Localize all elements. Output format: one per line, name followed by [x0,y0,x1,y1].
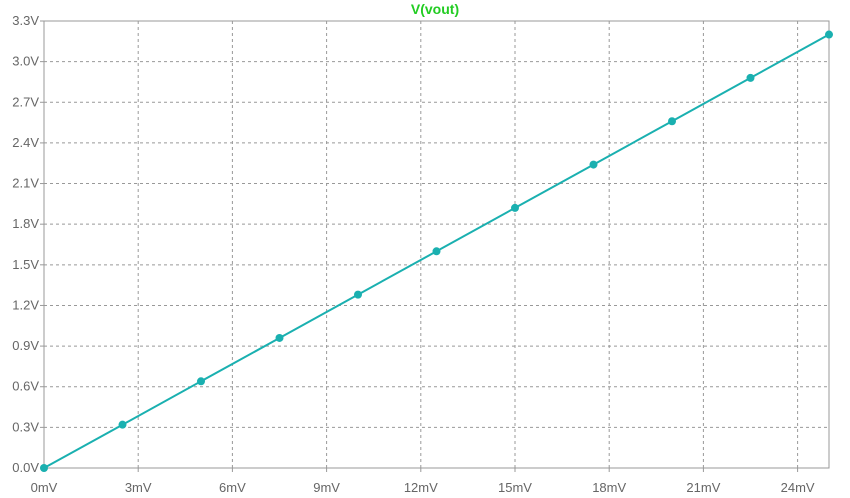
y-tick-label: 0.0V [12,460,39,475]
x-tick-label: 21mV [686,480,720,495]
y-tick-label: 0.9V [12,338,39,353]
data-point[interactable] [432,247,441,256]
data-point[interactable] [354,290,362,299]
trace-layer [40,30,833,472]
x-tick-label: 18mV [592,480,626,495]
y-tick-label: 3.0V [12,54,39,69]
y-tick-label: 0.6V [12,379,39,394]
x-tick-label: 9mV [313,480,340,495]
x-tick-label: 0mV [31,480,58,495]
y-tick-label: 2.4V [12,135,39,150]
x-tick-label: 15mV [498,480,532,495]
y-tick-label: 2.7V [12,94,39,109]
y-tick-label: 3.3V [12,13,39,28]
data-point[interactable] [275,333,284,342]
data-point[interactable] [825,30,833,39]
y-tick-label: 2.1V [12,176,39,191]
plot-frame [43,20,830,469]
data-point[interactable] [118,420,127,429]
data-point[interactable] [746,73,755,82]
x-tick-label: 6mV [219,480,246,495]
y-axis-tick-labels: 0.0V 0.3V 0.6V 0.9V 1.2V 1.5V 1.8V 2.1V 2.4V 2.7V… [12,13,39,475]
x-tick-label: 24mV [781,480,815,495]
data-point[interactable] [668,117,676,126]
data-point[interactable] [589,160,598,169]
data-point[interactable] [511,203,519,212]
grid-layer [40,20,829,472]
data-point[interactable] [40,464,48,472]
y-tick-label: 1.8V [12,216,39,231]
x-tick-label: 12mV [404,480,438,495]
x-axis-tick-labels: 0mV 3mV 6mV 9mV 12mV 15mV 18mV 21mV 24mV [31,480,815,495]
y-tick-label: 1.5V [12,257,39,272]
x-tick-label: 3mV [125,480,152,495]
trace-title[interactable]: V(vout) [411,1,459,17]
y-tick-label: 0.3V [12,419,39,434]
data-point[interactable] [197,377,205,386]
y-tick-label: 1.2V [12,297,39,312]
